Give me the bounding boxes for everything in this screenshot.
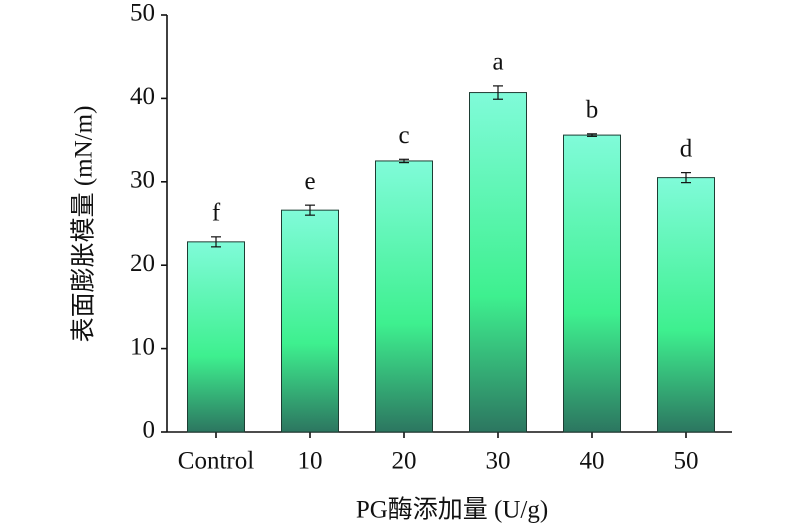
bar (187, 241, 245, 433)
x-tick-label: 50 (674, 448, 699, 475)
x-axis-label: PG酶添加量 (U/g) (356, 496, 548, 524)
y-tick-label: 30 (130, 167, 155, 194)
significance-label: c (398, 122, 409, 149)
bar (281, 209, 339, 433)
significance-label: a (492, 49, 503, 76)
bar (375, 160, 433, 433)
y-tick-label: 40 (130, 83, 155, 110)
x-tick-label: 30 (486, 448, 511, 475)
y-axis-label: 表面膨胀模量 (mN/m) (70, 106, 98, 343)
y-tick-label: 20 (130, 250, 155, 277)
bar (657, 177, 715, 433)
bar (469, 92, 527, 433)
significance-label: d (680, 135, 693, 162)
significance-label: e (304, 168, 315, 195)
bar (563, 134, 621, 433)
significance-label: f (212, 200, 221, 227)
x-tick-label: 10 (298, 448, 323, 475)
x-tick-label: Control (178, 448, 254, 475)
x-tick-label: 20 (392, 448, 417, 475)
significance-label: b (586, 97, 599, 124)
y-tick-label: 50 (130, 0, 155, 27)
y-tick-label: 10 (130, 333, 155, 360)
y-tick-label: 0 (143, 417, 156, 444)
x-tick-label: 40 (580, 448, 605, 475)
